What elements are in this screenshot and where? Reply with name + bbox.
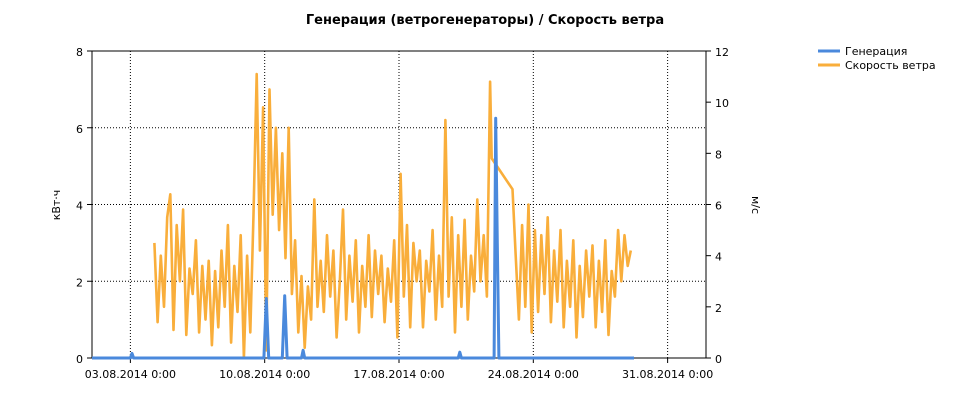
left-tick-label: 0 bbox=[76, 353, 83, 366]
right-tick-label: 0 bbox=[715, 353, 722, 366]
right-axis-label: м/с bbox=[749, 196, 762, 214]
x-tick-label: 31.08.2014 0:00 bbox=[622, 368, 713, 381]
right-tick-label: 12 bbox=[715, 46, 729, 59]
chart-title: Генерация (ветрогенераторы) / Скорость в… bbox=[306, 13, 664, 28]
x-tick-label: 17.08.2014 0:00 bbox=[353, 368, 444, 381]
left-tick-label: 8 bbox=[76, 46, 83, 59]
x-axis: 03.08.2014 0:00 10.08.2014 0:00 17.08.2014… bbox=[85, 358, 713, 381]
right-y-axis: 0 2 4 6 8 10 12 bbox=[706, 46, 729, 366]
left-axis-label: кВт·ч bbox=[50, 190, 63, 221]
x-tick-label: 24.08.2014 0:00 bbox=[488, 368, 579, 381]
right-tick-label: 2 bbox=[715, 302, 722, 315]
left-y-axis: 0 2 4 6 8 bbox=[76, 46, 92, 366]
left-tick-label: 4 bbox=[76, 200, 83, 213]
left-tick-label: 6 bbox=[76, 123, 83, 136]
right-tick-label: 6 bbox=[715, 200, 722, 213]
right-tick-label: 8 bbox=[715, 148, 722, 161]
legend-label-generation: Генерация bbox=[845, 45, 907, 58]
series-line-generation bbox=[92, 116, 634, 360]
x-tick-label: 10.08.2014 0:00 bbox=[219, 368, 310, 381]
right-tick-label: 10 bbox=[715, 97, 729, 110]
left-tick-label: 2 bbox=[76, 276, 83, 289]
series-group bbox=[92, 72, 634, 360]
legend: Генерация Скорость ветра bbox=[818, 45, 936, 72]
legend-label-wind-speed: Скорость ветра bbox=[845, 59, 936, 72]
right-tick-label: 4 bbox=[715, 251, 722, 264]
x-tick-label: 03.08.2014 0:00 bbox=[85, 368, 176, 381]
series-line-wind-speed bbox=[153, 72, 633, 360]
